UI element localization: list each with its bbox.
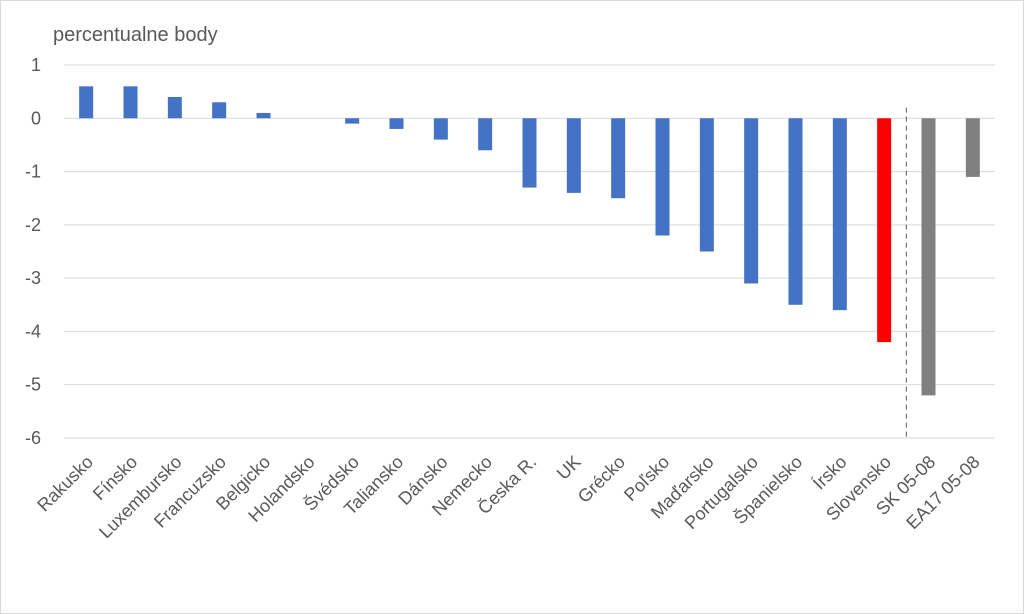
x-tick-label: Rakusko bbox=[33, 452, 97, 516]
y-tick-label: -3 bbox=[25, 268, 41, 288]
y-tick-label: 1 bbox=[31, 55, 41, 75]
bars bbox=[79, 86, 980, 396]
y-tick-label: -4 bbox=[25, 321, 41, 341]
x-tick-label: Grécko bbox=[574, 452, 629, 507]
bar bbox=[877, 118, 892, 343]
bar bbox=[212, 102, 227, 119]
bar bbox=[655, 118, 670, 236]
bar bbox=[478, 118, 493, 151]
y-axis-ticks: 1 0 -1 -2 -3 -4 -5 -6 bbox=[25, 55, 41, 448]
bar bbox=[389, 118, 404, 129]
x-tick-label: UK bbox=[553, 452, 585, 484]
bar bbox=[832, 118, 847, 311]
y-tick-label: 0 bbox=[31, 108, 41, 128]
bar bbox=[345, 118, 360, 124]
bar bbox=[965, 118, 980, 177]
unit-label: percentualne body bbox=[53, 24, 218, 46]
bar bbox=[699, 118, 714, 252]
y-tick-label: -1 bbox=[25, 162, 41, 182]
bar bbox=[611, 118, 626, 199]
bar bbox=[921, 118, 936, 396]
x-axis-labels: RakuskoFínskoLuxemburskoFrancuzskoBelgic… bbox=[33, 451, 983, 542]
bar bbox=[123, 86, 138, 119]
y-tick-label: -6 bbox=[25, 428, 41, 448]
bar bbox=[433, 118, 448, 140]
y-tick-label: -2 bbox=[25, 215, 41, 235]
bar bbox=[744, 118, 759, 284]
y-tick-label: -5 bbox=[25, 375, 41, 395]
bar bbox=[167, 96, 182, 119]
bar bbox=[522, 118, 537, 188]
bar bbox=[79, 86, 94, 119]
bar bbox=[788, 118, 803, 305]
bar bbox=[256, 112, 271, 119]
bar bbox=[566, 118, 581, 193]
